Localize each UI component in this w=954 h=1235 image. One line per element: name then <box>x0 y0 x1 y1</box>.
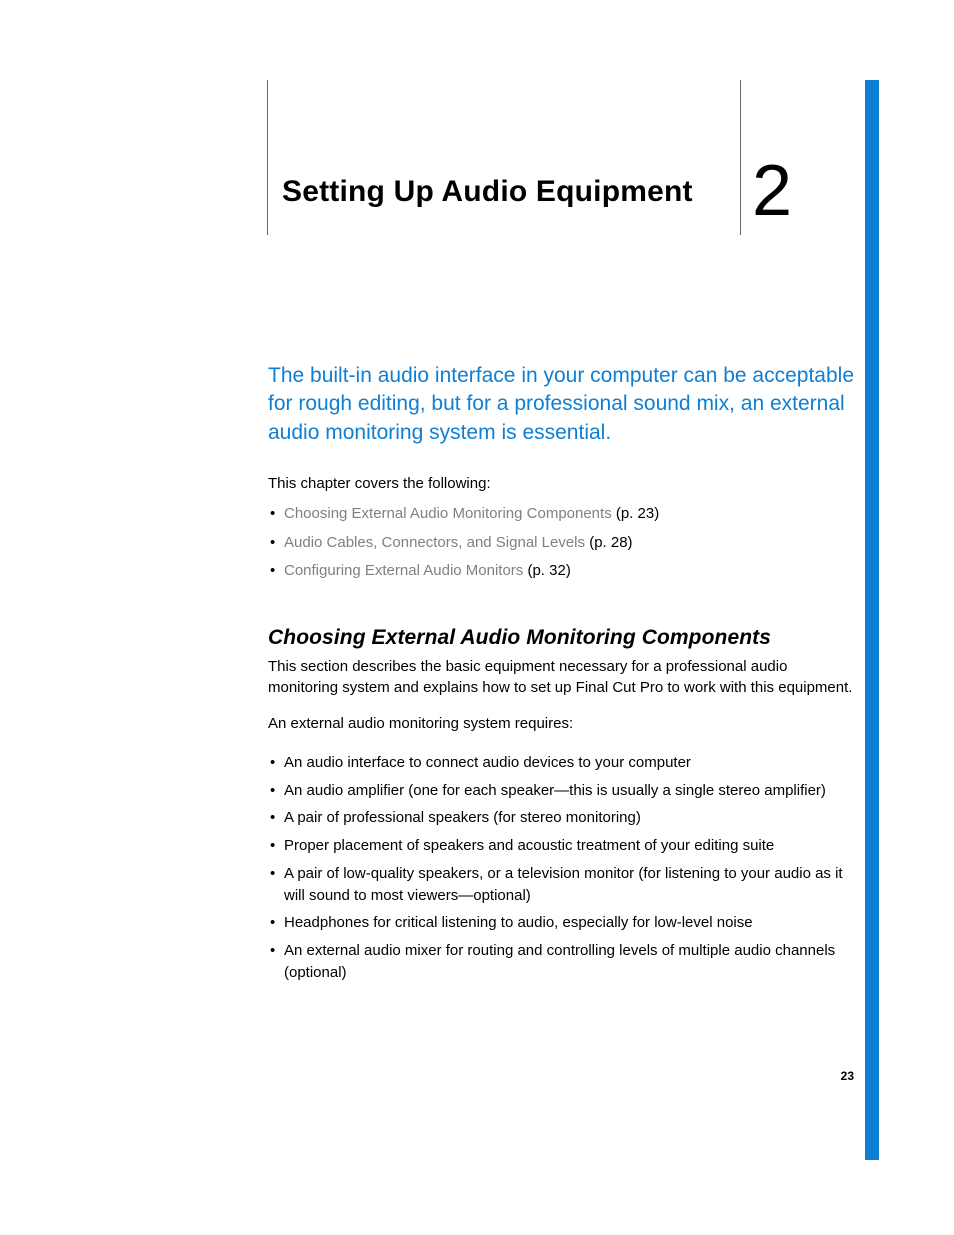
toc-list: Choosing External Audio Monitoring Compo… <box>268 500 858 586</box>
page-number: 23 <box>841 1069 854 1083</box>
side-accent-bar <box>865 80 879 1160</box>
toc-link[interactable]: Choosing External Audio Monitoring Compo… <box>284 505 612 522</box>
list-item: Proper placement of speakers and acousti… <box>268 832 858 860</box>
toc-link[interactable]: Audio Cables, Connectors, and Signal Lev… <box>284 534 585 551</box>
toc-item: Configuring External Audio Monitors (p. … <box>268 557 858 586</box>
toc-page-ref: (p. 23) <box>616 505 659 522</box>
list-item: An audio amplifier (one for each speaker… <box>268 777 858 805</box>
requirements-list: An audio interface to connect audio devi… <box>268 749 858 987</box>
toc-item: Choosing External Audio Monitoring Compo… <box>268 500 858 529</box>
list-item: An external audio mixer for routing and … <box>268 937 858 987</box>
section-paragraph: An external audio monitoring system requ… <box>268 713 858 735</box>
toc-page-ref: (p. 32) <box>527 562 570 579</box>
list-item: Headphones for critical listening to aud… <box>268 909 858 937</box>
list-item: An audio interface to connect audio devi… <box>268 749 858 777</box>
chapter-number: 2 <box>752 150 792 232</box>
section-paragraph: This section describes the basic equipme… <box>268 656 858 700</box>
list-item: A pair of professional speakers (for ste… <box>268 804 858 832</box>
toc-lead: This chapter covers the following: <box>268 475 858 492</box>
vertical-rule-left <box>267 80 268 235</box>
toc-page-ref: (p. 28) <box>589 534 632 551</box>
vertical-rule-right <box>740 80 741 235</box>
page-content: The built-in audio interface in your com… <box>268 362 858 987</box>
list-item: A pair of low-quality speakers, or a tel… <box>268 860 858 910</box>
chapter-title: Setting Up Audio Equipment <box>282 175 693 209</box>
chapter-intro: The built-in audio interface in your com… <box>268 362 858 447</box>
toc-link[interactable]: Configuring External Audio Monitors <box>284 562 523 579</box>
toc-item: Audio Cables, Connectors, and Signal Lev… <box>268 529 858 558</box>
section-heading: Choosing External Audio Monitoring Compo… <box>268 626 858 650</box>
